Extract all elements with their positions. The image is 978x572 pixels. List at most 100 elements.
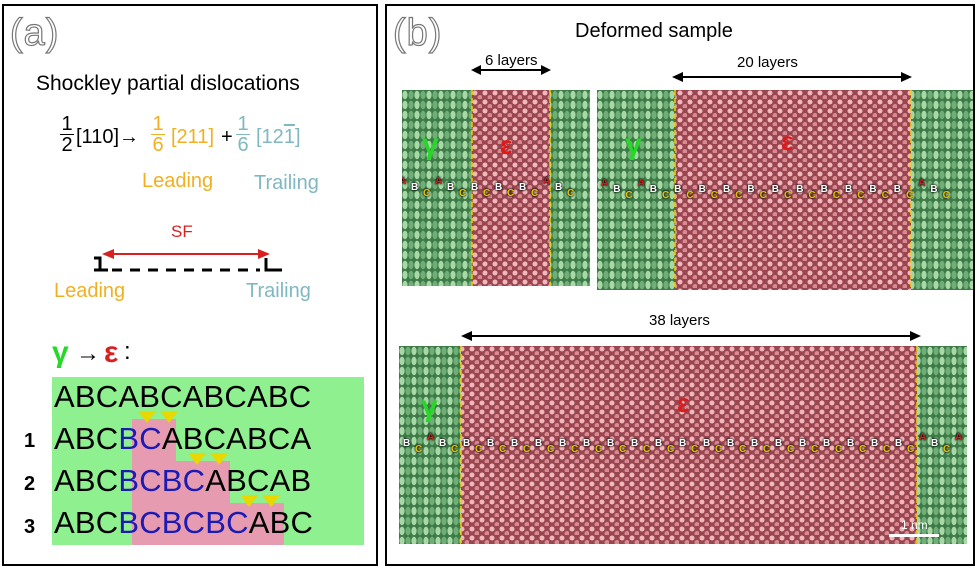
image2-stacking-letter: C [881, 190, 889, 201]
image1-stacking-letter: A [402, 176, 407, 187]
image2-stacking-letter: B [930, 184, 938, 195]
stacking-fault-diagram [94, 249, 282, 272]
eq-term3: [121] [256, 126, 301, 149]
image3-stacking-letter: B [703, 438, 711, 449]
eq-plus: + [221, 126, 233, 148]
image3-stacking-letter: C [763, 444, 771, 455]
row-number-2: 2 [24, 473, 36, 495]
image3-lattice [399, 346, 967, 544]
diagram-trailing-label: Trailing [246, 280, 311, 302]
image3-stacking-letter: A [427, 432, 435, 443]
image1-stacking-letter: C [567, 188, 575, 199]
sequence-row-1-post: ABCABCA [161, 421, 312, 456]
image3-stacking-letter: B [679, 438, 687, 449]
image3-stacking-letter: C [907, 444, 915, 455]
image3-stacking-letter: B [583, 438, 591, 449]
sequence-row-3: ABCBCBCBCABC [54, 505, 313, 541]
image1-stacking-letter: C [531, 188, 539, 199]
image3-stacking-letter: B [403, 438, 411, 449]
pink-region-row1 [132, 419, 176, 461]
image2-stacking-letter: B [613, 184, 621, 195]
frac1-den: 2 [60, 134, 74, 156]
image2-stacking-letter: C [832, 190, 841, 201]
diagram-leading-label: Leading [54, 280, 126, 302]
image2-width-label: 20 layers [737, 54, 798, 71]
shift-marker-1a [138, 411, 156, 423]
image2-stacking-letter: B [723, 184, 731, 195]
image1-stacking-letter: C [507, 188, 515, 199]
image1-epsilon: ε [500, 130, 513, 160]
image1-stacking-letter: B [555, 182, 563, 193]
scale-bar [889, 534, 939, 537]
scale-bar-label: 1 nm [901, 518, 928, 532]
image2-stacking-letter: C [686, 190, 694, 201]
trailing-label: Trailing [254, 172, 319, 194]
image3-stacking-letter: C [859, 444, 867, 455]
sequence-row-0: ABCABCABCABC [54, 379, 312, 414]
pink-region-row3 [132, 503, 284, 545]
image3-stacking-letter: B [607, 438, 615, 449]
image1-gamma: γ [422, 128, 439, 161]
image2-stacking-letter: C [857, 190, 865, 201]
image2-stacking-letter: B [820, 184, 828, 195]
image1-stacking-letter: B [471, 182, 479, 193]
image2-stacking-letter: C [710, 190, 719, 201]
image1-stacking-letter: A [543, 176, 551, 187]
image3-stacking-letter: C [451, 444, 459, 455]
sequence-row-1: ABCBCABCABCA [54, 421, 311, 457]
image1-stacking-letter: B [495, 182, 503, 193]
image3-stacking-letter: C [739, 444, 747, 455]
image3-stacking-letter: C [475, 444, 483, 455]
image3-epsilon: ε [677, 388, 690, 418]
image3-stacking-letter: C [595, 444, 603, 455]
image2-stacking-letter: C [784, 190, 792, 201]
arrow-38-right-head [910, 331, 921, 341]
eq-term3-bar: 1 [283, 126, 295, 148]
image2-lattice [597, 90, 973, 290]
image3-stacking-letter: B [655, 438, 663, 449]
image3-stacking-letter: B [751, 438, 759, 449]
bottom-width-arrow [461, 331, 921, 341]
sequence-row-1-pre: ABC [54, 421, 119, 456]
image2-stacking-letter: C [906, 190, 914, 201]
image3-stacking-letter: B [439, 438, 447, 449]
image3-stacking-letter: C [499, 444, 507, 455]
image3-stacking-letter: C [643, 444, 651, 455]
image2-stacking-letter: B [796, 184, 804, 195]
image2-stacking-letter: B [747, 184, 755, 195]
row-number-3: 3 [24, 516, 36, 538]
image3-stacking-letter: B [847, 438, 855, 449]
leading-label: Leading [142, 170, 214, 192]
eq-term2: [211] [171, 126, 214, 148]
eq-term3-pre: [12 [256, 126, 284, 148]
image3-stacking-letter: C [547, 444, 555, 455]
leading-dislocation-symbol [94, 256, 108, 272]
image3-stacking-letter: B [631, 438, 639, 449]
stacking-table [52, 377, 364, 545]
frac1-num: 1 [61, 113, 73, 135]
shift-marker-3b [262, 495, 280, 507]
image3-stacking-letter: C [619, 444, 627, 455]
image2-stacking-letter: C [735, 190, 743, 201]
pink-region-row2 [132, 461, 230, 503]
panel-a-label: (a) [9, 11, 60, 54]
frac2-num: 1 [152, 113, 164, 135]
image3-stacking-letter: B [823, 438, 831, 449]
image3-stacking-letter: B [535, 438, 543, 449]
image3-stacking-letter: C [883, 444, 891, 455]
sequence-row-3-pre: ABC [54, 505, 119, 540]
sequence-row-1-shifted: BC [118, 421, 162, 456]
arrow-6-right-head [541, 65, 551, 75]
sequence-row-2: ABCBCBCABCAB [54, 463, 311, 499]
sequence-row-2-shifted: BCBC [118, 463, 206, 498]
image1-stacking-letter: C [423, 188, 431, 199]
image1-stacking-letter: B [519, 182, 527, 193]
image3-stacking-letter: B [871, 438, 879, 449]
image3-stacking-letter: B [559, 438, 567, 449]
image3-stacking-letter: C [835, 444, 843, 455]
image2-stacking-letter: B [771, 184, 780, 195]
transition-epsilon: ε [104, 336, 119, 369]
image1-stacking-letter: A [435, 176, 443, 187]
image3-width-label: 38 layers [649, 312, 710, 329]
sequence-row-3-shifted: BCBCBC [118, 505, 249, 540]
